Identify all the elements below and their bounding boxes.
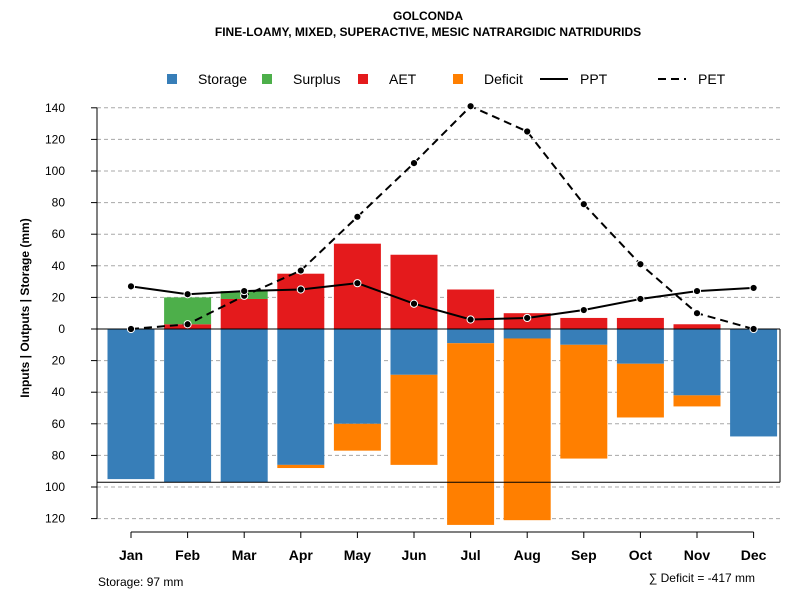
legend: Storage Surplus AET Deficit PPT PET: [167, 71, 726, 87]
y-tick-label: 120: [45, 512, 65, 526]
legend-swatch-deficit: [453, 74, 463, 84]
y-tick-label: 40: [52, 385, 66, 399]
x-tick-label-feb: Feb: [175, 547, 200, 563]
deficit-note: ∑ Deficit = -417 mm: [649, 571, 755, 585]
storage-bar-jun: [390, 329, 438, 375]
series-lines: [126, 102, 758, 334]
aet-bar-oct: [616, 317, 664, 329]
y-tick-label: 80: [52, 196, 66, 210]
pet-point-aug: [523, 127, 532, 136]
aet-bar-jun: [390, 254, 438, 329]
storage-bar-mar: [220, 329, 268, 483]
x-tick-label-jul: Jul: [460, 547, 480, 563]
chart-title: GOLCONDA: [393, 9, 463, 23]
storage-bar-sep: [560, 329, 608, 345]
pet-point-nov: [692, 309, 702, 318]
storage-bar-nov: [673, 329, 721, 396]
pet-point-oct: [636, 260, 645, 269]
y-tick-label: 80: [52, 448, 66, 462]
ppt-point-sep: [579, 305, 588, 315]
ppt-point-jun: [409, 299, 419, 308]
ppt-point-nov: [692, 286, 702, 296]
x-tick-label-oct: Oct: [629, 547, 653, 563]
pet-line: [130, 105, 754, 330]
y-tick-label: 120: [45, 132, 65, 146]
deficit-bar-sep: [560, 344, 608, 459]
y-axis-title: Inputs | Outputs | Storage (mm): [18, 218, 32, 397]
ppt-point-mar: [240, 286, 249, 296]
y-tick-label: 100: [45, 480, 65, 494]
ppt-point-apr: [296, 285, 305, 294]
pet-point-feb: [183, 320, 192, 329]
legend-swatch-surplus: [262, 74, 272, 84]
storage-bar-dec: [730, 329, 778, 437]
aet-bar-mar: [220, 298, 268, 329]
bars: [97, 243, 781, 525]
y-tick-label: 60: [52, 227, 66, 241]
storage-note: Storage: 97 mm: [98, 575, 183, 589]
ppt-point-oct: [636, 294, 645, 304]
storage-bar-jan: [107, 329, 155, 480]
deficit-bar-apr: [277, 464, 325, 469]
x-tick-label-may: May: [344, 547, 371, 563]
ppt-line: [130, 282, 754, 321]
pet-point-jul: [466, 102, 475, 111]
aet-bar-sep: [560, 317, 608, 329]
surplus-bar-feb: [164, 297, 212, 325]
storage-bar-apr: [277, 329, 325, 465]
y-tick-label: 0: [58, 322, 65, 336]
y-tick-label: 40: [52, 259, 66, 273]
storage-bar-jul: [447, 329, 495, 344]
ppt-point-may: [353, 279, 362, 288]
legend-label-ppt: PPT: [580, 71, 608, 87]
axes: 140 120 100 80 60 40 20 0 20 40 60 80 100 120 Jan Feb Ma…: [45, 101, 767, 563]
ppt-point-feb: [183, 290, 192, 299]
deficit-bar-jun: [390, 374, 438, 465]
pet-point-sep: [579, 200, 588, 209]
legend-label-storage: Storage: [198, 71, 247, 87]
x-tick-label-sep: Sep: [571, 547, 597, 563]
deficit-bar-jul: [447, 343, 495, 525]
pet-point-may: [353, 212, 362, 221]
x-tick-label-aug: Aug: [514, 547, 541, 563]
x-tick-label-jun: Jun: [402, 547, 427, 563]
ppt-point-jan: [126, 282, 136, 291]
legend-label-aet: AET: [389, 71, 417, 87]
y-tick-label: 100: [45, 164, 65, 178]
x-tick-label-mar: Mar: [232, 547, 257, 563]
storage-bar-aug: [503, 329, 551, 339]
storage-bar-oct: [616, 329, 664, 364]
pet-point-jun: [409, 159, 419, 168]
ppt-point-jul: [466, 315, 475, 324]
legend-label-surplus: Surplus: [293, 71, 340, 87]
legend-swatch-aet: [358, 74, 368, 84]
legend-label-deficit: Deficit: [484, 71, 523, 87]
y-tick-label: 20: [52, 354, 66, 368]
deficit-bar-nov: [673, 395, 721, 407]
x-tick-label-apr: Apr: [289, 547, 314, 563]
aet-bar-apr: [277, 273, 325, 329]
pet-point-apr: [296, 266, 305, 275]
y-tick-label: 60: [52, 417, 66, 431]
storage-bar-may: [333, 329, 381, 424]
ppt-point-aug: [523, 313, 532, 323]
y-tick-label: 20: [52, 290, 66, 304]
chart-subtitle: FINE-LOAMY, MIXED, SUPERACTIVE, MESIC NA…: [215, 25, 641, 39]
deficit-bar-aug: [503, 338, 551, 521]
legend-label-pet: PET: [698, 71, 726, 87]
ppt-point-dec: [749, 283, 758, 293]
x-tick-label-dec: Dec: [741, 547, 767, 563]
pet-point-jan: [126, 324, 136, 334]
y-tick-label: 140: [45, 101, 65, 115]
x-tick-label-nov: Nov: [684, 547, 711, 563]
storage-bar-feb: [164, 329, 212, 483]
legend-swatch-storage: [167, 74, 177, 84]
deficit-bar-may: [333, 423, 381, 451]
pet-point-dec: [749, 324, 758, 334]
x-tick-label-jan: Jan: [119, 547, 143, 563]
aet-bar-nov: [673, 324, 721, 329]
deficit-bar-oct: [616, 363, 664, 418]
